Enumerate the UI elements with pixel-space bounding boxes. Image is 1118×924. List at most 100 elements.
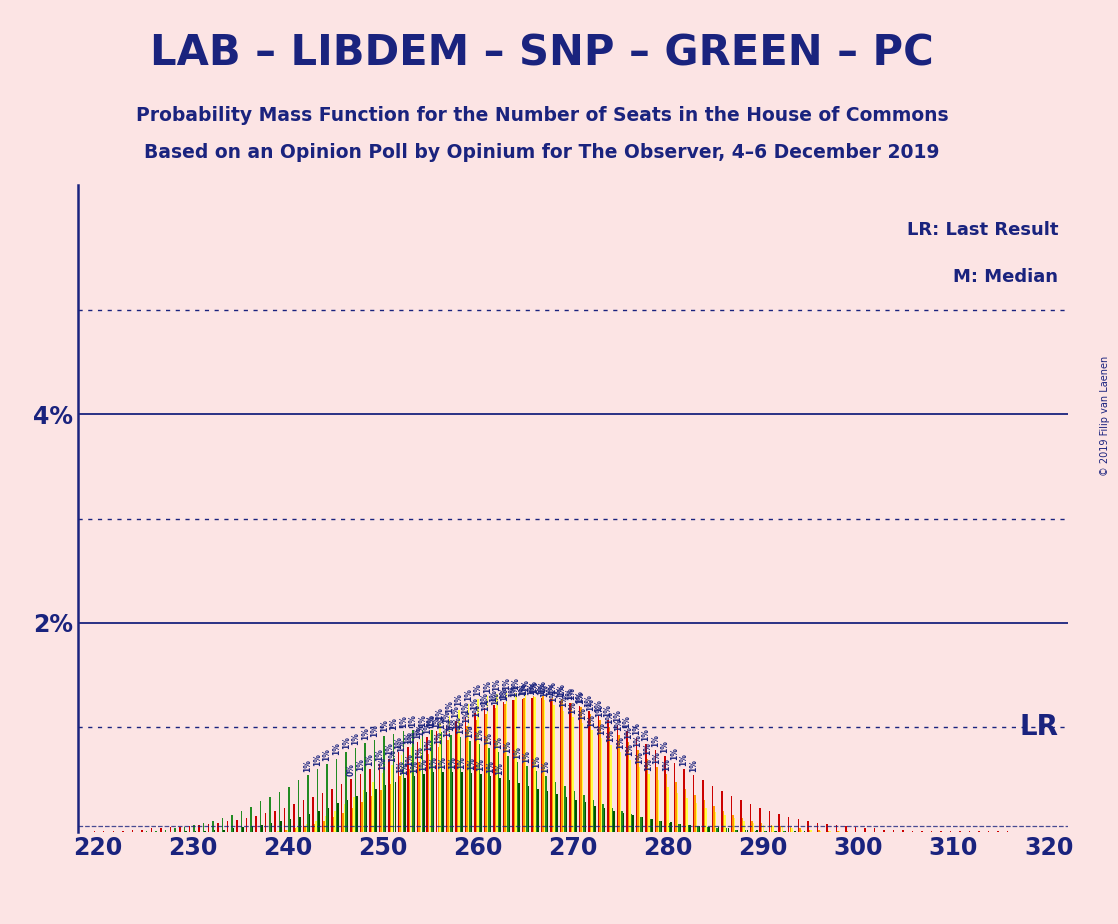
- Bar: [690, 825, 691, 832]
- Bar: [236, 821, 238, 832]
- Text: 1%: 1%: [452, 705, 461, 718]
- Text: 1%: 1%: [558, 683, 567, 696]
- Bar: [383, 736, 385, 832]
- Bar: [451, 735, 452, 832]
- Text: 1%: 1%: [537, 682, 546, 695]
- Bar: [347, 800, 349, 832]
- Bar: [432, 730, 433, 832]
- Bar: [426, 736, 428, 832]
- Bar: [747, 830, 748, 832]
- Bar: [212, 821, 214, 832]
- Bar: [574, 791, 576, 832]
- Text: 1%: 1%: [530, 681, 539, 694]
- Text: 1%: 1%: [511, 677, 520, 689]
- Bar: [371, 796, 372, 832]
- Bar: [736, 830, 737, 832]
- Bar: [523, 698, 524, 832]
- Bar: [402, 732, 404, 832]
- Bar: [610, 745, 612, 832]
- Bar: [494, 709, 496, 832]
- Text: 1%: 1%: [323, 748, 332, 760]
- Bar: [792, 829, 793, 832]
- Bar: [466, 726, 467, 832]
- Bar: [522, 699, 523, 832]
- Bar: [541, 698, 542, 832]
- Bar: [326, 764, 328, 832]
- Text: 1%: 1%: [351, 732, 360, 745]
- Bar: [442, 772, 444, 832]
- Bar: [546, 776, 547, 832]
- Bar: [505, 693, 508, 832]
- Bar: [538, 789, 539, 832]
- Bar: [297, 781, 300, 832]
- Bar: [231, 815, 233, 832]
- Bar: [661, 821, 662, 832]
- Bar: [433, 772, 434, 832]
- Bar: [584, 795, 585, 832]
- Text: 1%: 1%: [361, 727, 370, 740]
- Bar: [775, 831, 777, 832]
- Bar: [333, 817, 334, 832]
- Bar: [562, 711, 565, 832]
- Bar: [221, 818, 224, 832]
- Bar: [385, 784, 387, 832]
- Text: 1%: 1%: [313, 753, 322, 766]
- Text: 1%: 1%: [596, 704, 605, 717]
- Bar: [350, 780, 352, 832]
- Bar: [352, 808, 353, 832]
- Bar: [743, 821, 745, 832]
- Bar: [598, 715, 599, 832]
- Bar: [524, 695, 527, 832]
- Bar: [695, 804, 698, 832]
- Text: 1%: 1%: [670, 747, 679, 760]
- Text: 1%: 1%: [653, 751, 662, 764]
- Text: 1%: 1%: [475, 728, 484, 741]
- Bar: [436, 732, 437, 832]
- Bar: [756, 830, 758, 832]
- Text: 1%: 1%: [623, 715, 632, 728]
- Text: 1%: 1%: [605, 711, 614, 724]
- Bar: [636, 737, 637, 832]
- Bar: [360, 774, 361, 832]
- Bar: [452, 772, 453, 832]
- Text: 1%: 1%: [434, 731, 443, 744]
- Bar: [628, 742, 629, 832]
- Text: Based on an Opinion Poll by Opinium for The Observer, 4–6 December 2019: Based on an Opinion Poll by Opinium for …: [144, 143, 940, 163]
- Bar: [788, 817, 789, 832]
- Bar: [398, 752, 399, 832]
- Bar: [683, 769, 685, 832]
- Text: 1%: 1%: [501, 688, 510, 701]
- Bar: [155, 831, 157, 832]
- Bar: [551, 697, 553, 832]
- Bar: [499, 778, 501, 832]
- Bar: [455, 721, 456, 832]
- Bar: [569, 703, 570, 832]
- Bar: [285, 830, 287, 832]
- Bar: [512, 700, 513, 832]
- Bar: [761, 823, 762, 832]
- Text: 1%: 1%: [465, 724, 474, 737]
- Bar: [664, 757, 666, 832]
- Text: 1%: 1%: [380, 720, 389, 733]
- Text: 1%: 1%: [689, 760, 698, 772]
- Bar: [816, 823, 818, 832]
- Bar: [338, 804, 339, 832]
- Bar: [224, 830, 225, 832]
- Bar: [475, 720, 477, 832]
- Bar: [688, 825, 690, 832]
- Bar: [227, 821, 228, 832]
- Text: 1%: 1%: [448, 756, 457, 769]
- Text: 1%: 1%: [399, 715, 408, 728]
- Bar: [515, 693, 517, 832]
- Text: 1%: 1%: [645, 759, 654, 772]
- Bar: [807, 821, 808, 832]
- Bar: [214, 830, 216, 832]
- Bar: [648, 774, 650, 832]
- Bar: [604, 808, 605, 832]
- Bar: [467, 704, 470, 832]
- Bar: [498, 752, 499, 832]
- Bar: [742, 818, 743, 832]
- Bar: [445, 726, 447, 832]
- Bar: [319, 810, 320, 832]
- Bar: [827, 831, 830, 832]
